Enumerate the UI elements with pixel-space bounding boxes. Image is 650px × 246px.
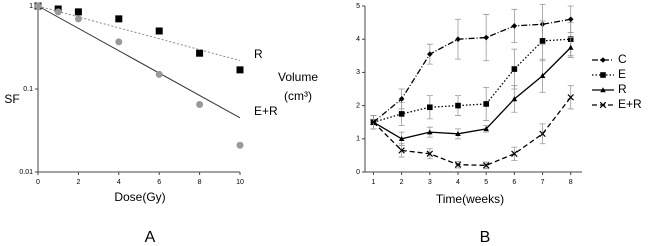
marker <box>398 96 405 102</box>
x-tick-label: 8 <box>569 179 573 186</box>
marker <box>455 131 461 137</box>
marker <box>54 8 62 16</box>
marker <box>236 141 244 149</box>
marker <box>398 111 405 117</box>
x-tick-label: 10 <box>236 179 244 186</box>
x-tick-label: 1 <box>372 179 376 186</box>
legend-marker <box>599 101 607 109</box>
marker <box>155 70 163 78</box>
marker <box>115 15 123 23</box>
marker <box>426 150 434 157</box>
series-line <box>373 18 571 123</box>
marker <box>539 130 546 138</box>
x-axis-label: Time(weeks) <box>436 192 504 206</box>
marker <box>482 162 490 169</box>
series-line <box>373 38 571 123</box>
marker <box>511 150 518 157</box>
marker <box>74 8 82 16</box>
x-axis-label: Dose(Gy) <box>114 190 165 204</box>
marker <box>567 94 574 101</box>
marker <box>115 38 123 46</box>
marker <box>455 36 461 42</box>
marker <box>398 136 405 142</box>
legend-label: C <box>618 52 627 66</box>
y-tick-label: 3 <box>356 69 360 76</box>
y-tick-label: 5 <box>356 3 360 10</box>
y-tick-label: 2 <box>356 102 360 109</box>
marker <box>196 101 204 109</box>
y-tick-label: 0.01 <box>19 169 33 176</box>
marker <box>427 129 433 135</box>
x-tick-label: 5 <box>484 179 488 186</box>
marker <box>511 96 518 102</box>
marker <box>511 23 518 29</box>
y-tick-label: 1 <box>29 3 33 10</box>
x-tick-label: 6 <box>512 179 516 186</box>
marker <box>74 15 82 23</box>
legend-marker <box>600 57 606 63</box>
x-tick-label: 3 <box>428 179 432 186</box>
marker <box>454 161 462 168</box>
legend-label: E+R <box>618 97 642 111</box>
marker <box>511 66 518 72</box>
marker <box>567 44 574 50</box>
marker <box>567 16 574 23</box>
series-line <box>372 96 572 167</box>
y-axis-label: Volume <box>278 70 318 84</box>
marker <box>155 27 163 35</box>
marker <box>370 118 377 126</box>
y-axis-label: SF <box>4 92 19 106</box>
x-tick-label: 4 <box>456 179 460 186</box>
panel-label: A <box>145 229 156 246</box>
marker <box>483 34 489 41</box>
x-tick-label: 0 <box>36 179 40 186</box>
marker <box>34 2 42 10</box>
y-tick-label: 1 <box>356 136 360 143</box>
legend-label: E <box>618 67 626 81</box>
marker <box>427 104 433 111</box>
legend-marker <box>600 87 606 93</box>
x-tick-label: 4 <box>117 179 121 186</box>
marker <box>427 51 433 57</box>
x-tick-label: 7 <box>541 179 545 186</box>
marker <box>455 102 461 109</box>
legend-label: R <box>618 82 627 96</box>
marker <box>483 126 489 132</box>
y-axis-unit: (cm³) <box>284 89 312 103</box>
series-label: R <box>254 47 263 61</box>
x-tick-label: 2 <box>76 179 80 186</box>
y-tick-label: 0 <box>356 169 360 176</box>
series-label: E+R <box>254 104 278 118</box>
fit-line <box>37 5 241 62</box>
marker <box>398 147 405 154</box>
y-tick-label: 0.1 <box>23 86 33 93</box>
marker <box>483 101 489 107</box>
marker <box>539 72 546 78</box>
x-tick-label: 2 <box>400 179 404 186</box>
fit-line <box>37 5 241 119</box>
marker <box>196 49 204 57</box>
x-tick-label: 8 <box>198 179 202 186</box>
marker <box>236 66 244 74</box>
series-line <box>373 47 572 140</box>
x-tick-label: 6 <box>157 179 161 186</box>
y-tick-label: 4 <box>356 36 360 43</box>
panel-label: B <box>480 229 491 246</box>
marker <box>539 38 546 44</box>
legend-marker <box>600 72 606 78</box>
